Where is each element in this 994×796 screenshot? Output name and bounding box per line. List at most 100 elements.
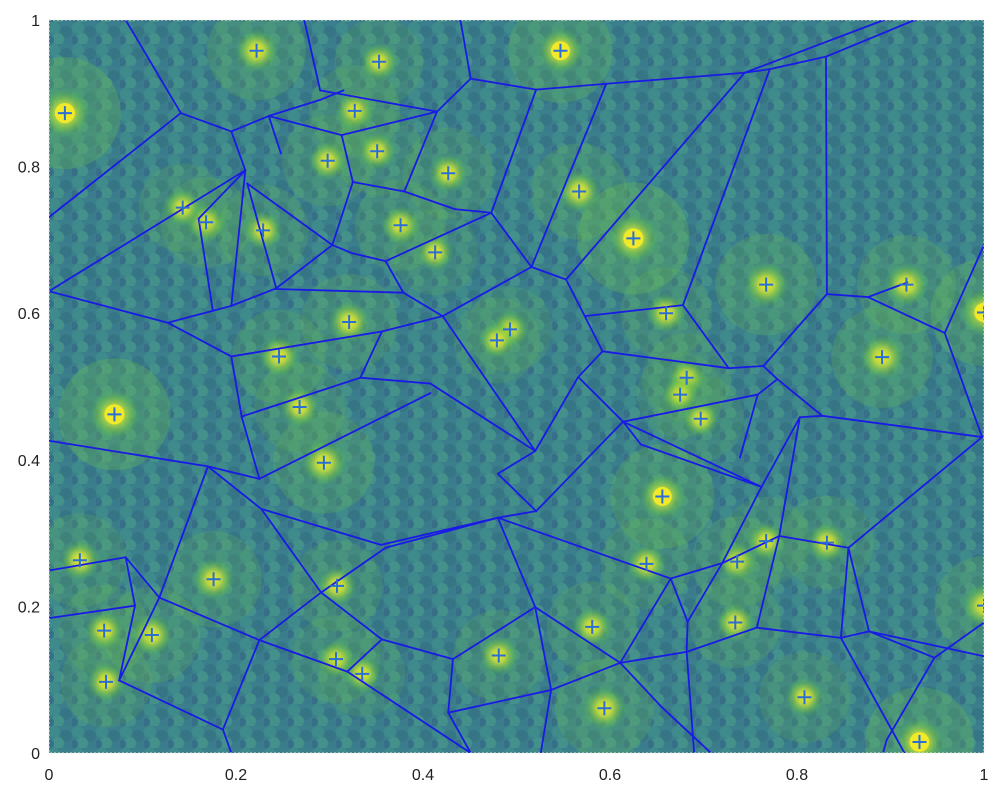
seed-point xyxy=(655,489,670,504)
voronoi-edge xyxy=(340,134,354,183)
voronoi-edge-layer xyxy=(49,20,984,753)
voronoi-edge xyxy=(447,711,472,753)
voronoi-edge xyxy=(868,630,936,659)
voronoi-edge xyxy=(933,621,984,659)
seed-point xyxy=(659,306,674,321)
voronoi-edge xyxy=(124,556,136,607)
seed-point xyxy=(759,277,774,292)
y-tick-label: 1 xyxy=(31,13,40,30)
seed-point xyxy=(728,615,743,630)
voronoi-edge xyxy=(402,291,444,318)
voronoi-edge xyxy=(840,637,906,753)
seed-point xyxy=(144,627,159,642)
seed-point xyxy=(899,277,914,292)
voronoi-edge xyxy=(222,639,261,731)
voronoi-edge xyxy=(825,55,828,296)
voronoi-edge xyxy=(885,656,936,741)
voronoi-edge xyxy=(230,115,270,133)
voronoi-edge xyxy=(622,420,763,488)
voronoi-edge xyxy=(882,738,888,753)
voronoi-edge xyxy=(273,288,405,294)
voronoi-edge xyxy=(447,658,454,714)
voronoi-edge xyxy=(539,689,552,753)
voronoi-edge xyxy=(49,112,182,219)
voronoi-edge xyxy=(534,376,580,452)
voronoi-edge xyxy=(359,376,432,385)
seed-point xyxy=(329,578,344,593)
seed-point xyxy=(875,350,890,365)
voronoi-edge xyxy=(768,55,827,71)
voronoi-edge xyxy=(240,376,362,418)
voronoi-edge xyxy=(246,182,334,246)
voronoi-edge xyxy=(207,465,263,510)
x-tick-label: 0 xyxy=(45,767,54,784)
voronoi-edge xyxy=(319,89,345,101)
voronoi-edge xyxy=(496,516,537,609)
voronoi-edge xyxy=(825,20,916,58)
voronoi-edge xyxy=(453,208,493,214)
voronoi-edge xyxy=(118,679,224,731)
voronoi-edge xyxy=(49,169,247,293)
voronoi-edge xyxy=(743,20,885,74)
voronoi-edge xyxy=(380,638,454,661)
voronoi-edge xyxy=(403,190,456,211)
voronoi-edge xyxy=(660,705,712,753)
voronoi-edge xyxy=(267,98,322,117)
voronoi-edge xyxy=(622,420,642,446)
seed-point xyxy=(977,305,984,320)
voronoi-edge xyxy=(840,546,850,639)
voronoi-edge xyxy=(778,416,801,537)
voronoi-edge xyxy=(166,304,233,324)
voronoi-edge xyxy=(565,71,746,281)
plot-frame xyxy=(48,19,985,754)
voronoi-edge xyxy=(258,639,349,673)
seed-point xyxy=(502,322,517,337)
seed-point xyxy=(553,43,568,58)
seed-point xyxy=(355,666,370,681)
voronoi-edge xyxy=(534,606,552,691)
voronoi-edge xyxy=(346,638,383,673)
seed-point xyxy=(912,735,927,750)
voronoi-edge xyxy=(452,606,537,661)
voronoi-edge xyxy=(340,110,438,136)
voronoi-edge xyxy=(124,20,182,114)
seed-point xyxy=(819,535,834,550)
seed-marker-layer xyxy=(57,43,984,750)
seed-point xyxy=(199,215,214,230)
voronoi-edge xyxy=(535,420,624,513)
voronoi-edge xyxy=(118,604,136,682)
seed-point xyxy=(639,556,654,571)
seed-point xyxy=(99,674,114,689)
voronoi-edge xyxy=(240,415,261,480)
seed-point xyxy=(597,701,612,716)
voronoi-edge xyxy=(639,443,763,488)
y-axis-ticks: 0 0.2 0.4 0.6 0.8 1 xyxy=(18,13,40,763)
y-tick-label: 0.4 xyxy=(18,453,40,470)
hotspot xyxy=(959,287,984,338)
voronoi-edge xyxy=(403,110,438,193)
voronoi-edge xyxy=(260,508,322,594)
voronoi-edge xyxy=(158,596,261,642)
seed-point xyxy=(256,223,271,238)
voronoi-edge xyxy=(320,591,383,641)
voronoi-edge xyxy=(260,508,382,546)
voronoi-edge xyxy=(429,382,537,452)
seed-point xyxy=(97,623,112,638)
seed-point xyxy=(206,572,221,587)
hotspot xyxy=(961,583,984,629)
x-tick-label: 1 xyxy=(980,767,989,784)
voronoi-edge xyxy=(258,591,322,642)
x-tick-label: 0.8 xyxy=(786,767,808,784)
voronoi-edge xyxy=(943,244,984,334)
voronoi-edge xyxy=(166,321,233,358)
voronoi-edge xyxy=(530,82,608,268)
voronoi-edge xyxy=(685,620,689,653)
voronoi-edge xyxy=(49,290,169,324)
seed-point xyxy=(72,553,87,568)
voronoi-edge xyxy=(743,68,771,74)
voronoi-edge xyxy=(847,546,870,633)
voronoi-edge xyxy=(230,130,247,172)
voronoi-edge xyxy=(798,414,824,419)
seed-point xyxy=(342,314,357,329)
voronoi-edge xyxy=(49,604,136,620)
